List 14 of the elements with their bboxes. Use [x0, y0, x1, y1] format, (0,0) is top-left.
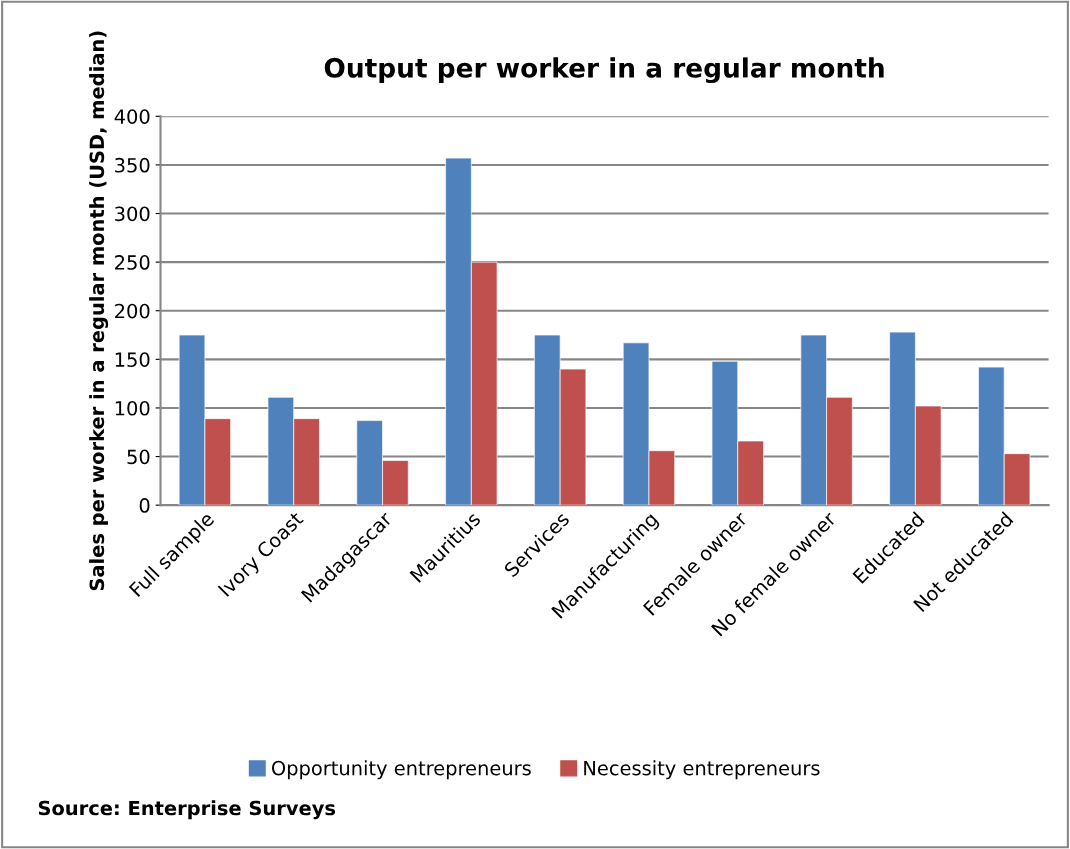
y-tick-label: 250 — [115, 255, 150, 270]
y-tick-label: 100 — [115, 400, 150, 416]
y-tick-label: 0 — [139, 498, 150, 513]
y-tick-label: 400 — [114, 109, 150, 124]
y-tick-label: 200 — [115, 303, 150, 319]
legend-label: Necessity entrepreneurs — [584, 760, 820, 780]
legend-label: Opportunity entrepreneurs — [271, 760, 531, 780]
y-tick-label: 50 — [127, 449, 150, 465]
source-note: Source: Enterprise Surveys — [38, 800, 336, 820]
y-tick-label: 350 — [115, 157, 150, 173]
chart-title: Output per worker in a regular month — [324, 57, 884, 84]
y-tick-label: 300 — [115, 206, 150, 222]
y-tick-label: 150 — [115, 352, 150, 367]
y-axis-title: Sales per worker in a regular month (USD, median) — [89, 31, 109, 591]
